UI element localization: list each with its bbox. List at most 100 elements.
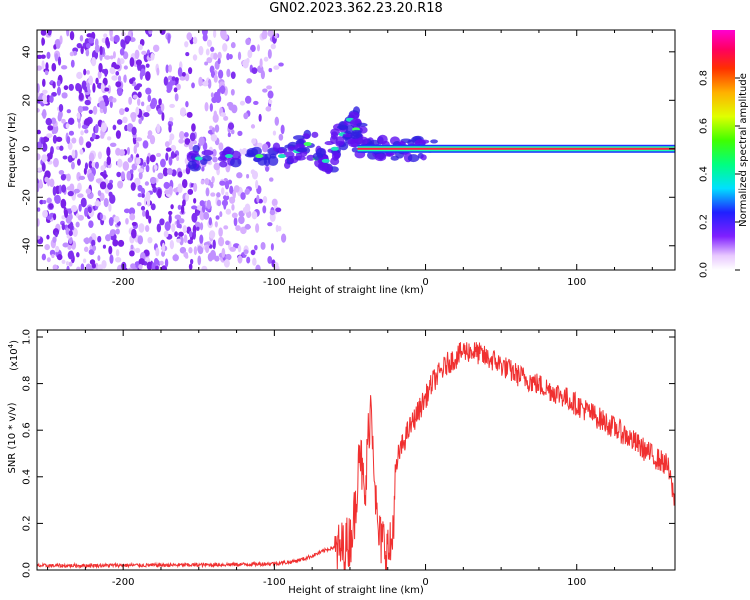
spectrogram-noise-cell [145, 87, 152, 95]
spectrogram-noise-cell [168, 156, 173, 166]
spectrogram-noise-cell [226, 52, 230, 61]
snr-y-tick-label: 0.0 [22, 562, 33, 578]
spectrogram-noise-cell [202, 80, 209, 87]
spectrogram-signal-cell [267, 155, 279, 166]
spectrogram-noise-cell [182, 169, 186, 174]
spectrogram-noise-cell [94, 123, 99, 134]
spectrogram-noise-cell [57, 113, 62, 122]
carrier-band-core [357, 147, 675, 150]
spectrogram-noise-cell [193, 197, 197, 204]
spectrogram-y-tick-label: -40 [22, 238, 33, 254]
spectrogram-noise-cell [46, 197, 52, 204]
spectrogram-noise-cell [154, 164, 158, 171]
spectrogram-noise-cell [128, 96, 133, 105]
spectrogram-noise-cell [247, 49, 253, 59]
spectrogram-noise-cell [208, 217, 213, 226]
spectrogram-noise-cell [232, 190, 236, 199]
spectrogram-noise-cell [95, 77, 99, 85]
spectrogram-noise-cell [173, 87, 178, 93]
spectrogram-noise-cell [197, 255, 202, 266]
spectrogram-x-tick-label: -200 [112, 277, 135, 288]
spectrogram-noise-cell [199, 234, 204, 244]
spectrogram-noise-cell [115, 71, 120, 76]
spectrogram-noise-cell [141, 50, 147, 55]
spectrogram-noise-cell [185, 193, 189, 202]
colorbar-tick-label: 0.8 [699, 70, 710, 86]
spectrogram-noise-cell [41, 162, 46, 172]
spectrogram-noise-cell [239, 100, 245, 106]
spectrogram-noise-cell [225, 253, 232, 261]
spectrogram-noise-cell [164, 141, 170, 148]
spectrogram-noise-cell [158, 98, 162, 106]
spectrogram-noise-cell [61, 184, 67, 193]
spectrogram-noise-cell [215, 215, 220, 220]
spectrogram-noise-cell [91, 56, 97, 67]
spectrogram-noise-cell [155, 247, 160, 257]
spectrogram-noise-cell [51, 63, 57, 72]
spectrogram-noise-cell [275, 207, 282, 213]
spectrogram-noise-cell [267, 48, 272, 59]
spectrogram-noise-cell [206, 199, 212, 210]
spectrogram-noise-cell [118, 149, 126, 157]
spectrogram-noise-cell [210, 92, 214, 98]
spectrogram-noise-cell [65, 123, 70, 129]
spectrogram-noise-cell [68, 261, 73, 267]
snr-scale-exponent: 4 [7, 343, 15, 348]
spectrogram-noise-cell [70, 161, 75, 170]
spectrogram-noise-cell [46, 133, 53, 138]
spectrogram-noise-cell [84, 162, 89, 170]
spectrogram-noise-cell [138, 171, 143, 180]
spectrogram-noise-cell [149, 135, 156, 145]
spectrogram-noise-cell [91, 263, 96, 269]
spectrogram-noise-cell [218, 236, 225, 247]
spectrogram-noise-cell [129, 169, 134, 174]
spectrogram-noise-cell [281, 233, 287, 243]
spectrogram-noise-cell [37, 153, 41, 161]
spectrogram-noise-cell [125, 217, 129, 225]
spectrogram-noise-cell [62, 155, 68, 160]
spectrogram-noise-cell [255, 223, 260, 233]
spectrogram-noise-cell [244, 95, 252, 104]
spectrogram-noise-cell [210, 134, 218, 142]
spectrogram-noise-cell [176, 238, 181, 243]
spectrogram-noise-cell [196, 205, 203, 211]
spectrogram-noise-cell [116, 171, 122, 178]
spectrogram-noise-cell [199, 210, 206, 221]
spectrogram-noise-cell [45, 62, 49, 71]
spectrogram-noise-cell [92, 245, 97, 252]
spectrogram-noise-cell [79, 148, 84, 155]
colorbar-ticks: 0.0 0.2 0.4 0.6 0.8 [699, 70, 740, 278]
spectrogram-noise-cell [237, 51, 242, 61]
spectrogram-noise-cell [115, 130, 121, 139]
spectrogram-noise-cell [149, 176, 157, 185]
colorbar-label: Normalized spectral amplitude [738, 73, 749, 227]
spectrogram-noise-cell [84, 118, 91, 126]
spectrogram-noise-cell [274, 33, 278, 39]
spectrogram-noise-cell [51, 124, 59, 134]
spectrogram-noise-cell [142, 140, 149, 149]
spectrogram-noise-cell [198, 76, 203, 87]
spectrogram-noise-cell [129, 250, 135, 257]
spectrogram-noise-cell [75, 82, 81, 92]
spectrogram-noise-cell [166, 81, 173, 92]
spectrogram-noise-cell [84, 129, 89, 134]
spectrogram-noise-cell [278, 62, 284, 67]
spectrogram-noise-cell [59, 35, 63, 45]
spectrogram-signal-core [255, 154, 264, 159]
spectrogram-noise-cell [113, 64, 121, 70]
spectrogram-noise-cell [66, 173, 71, 182]
spectrogram-noise-cell [160, 158, 166, 168]
spectrogram-noise-cell [88, 109, 93, 115]
spectrogram-noise-cell [76, 252, 80, 258]
spectrogram-noise-cell [69, 51, 74, 57]
spectrogram-noise-cell [188, 67, 193, 75]
spectrogram-noise-cell [78, 92, 84, 101]
spectrogram-noise-cell [42, 78, 46, 87]
spectrogram-noise-cell [122, 161, 130, 171]
spectrogram-noise-cell [55, 39, 61, 50]
spectrogram-noise-cell [147, 94, 152, 103]
spectrogram-noise-cell [151, 183, 156, 189]
spectrogram-noise-cell [144, 225, 150, 233]
spectrogram-signal-cell [217, 156, 228, 162]
spectrogram-noise-cell [223, 225, 229, 230]
